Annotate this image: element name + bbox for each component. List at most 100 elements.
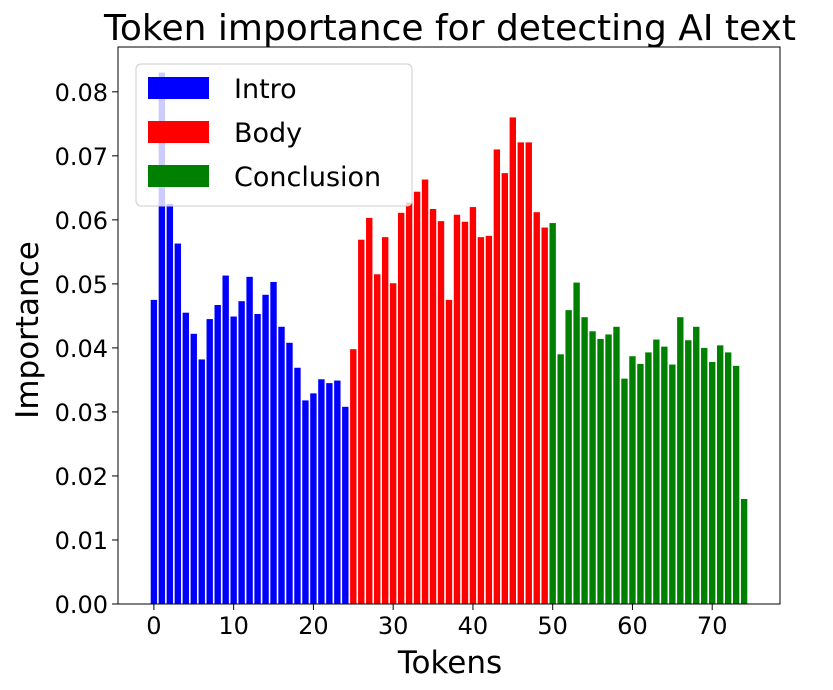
bar-body-27 — [366, 217, 373, 604]
y-tick-label: 0.03 — [55, 399, 108, 427]
x-tick-label: 40 — [458, 612, 489, 640]
bar-conclusion-56 — [597, 338, 604, 604]
bar-body-40 — [469, 207, 477, 604]
y-axis-label: Importance — [10, 241, 46, 419]
bar-conclusion-63 — [653, 339, 660, 604]
bar-intro-9 — [222, 275, 229, 604]
bar-body-38 — [453, 214, 461, 604]
bar-intro-16 — [278, 326, 285, 604]
bar-conclusion-64 — [661, 346, 668, 604]
bar-body-39 — [461, 221, 469, 604]
y-tick-label: 0.00 — [55, 591, 108, 619]
bar-conclusion-58 — [613, 326, 620, 604]
bar-body-41 — [477, 237, 485, 605]
legend-swatch-conclusion — [148, 165, 209, 187]
bar-body-36 — [437, 221, 445, 605]
legend-label-conclusion: Conclusion — [234, 162, 381, 193]
bar-body-44 — [501, 173, 509, 604]
bar-intro-24 — [342, 406, 349, 604]
bar-conclusion-65 — [669, 364, 676, 604]
x-tick-label: 50 — [537, 612, 568, 640]
bar-intro-13 — [254, 313, 261, 604]
bar-conclusion-59 — [621, 378, 628, 604]
bar-conclusion-54 — [581, 317, 588, 604]
plot-frame — [117, 46, 781, 605]
bar-intro-8 — [214, 305, 221, 604]
bar-intro-22 — [326, 383, 333, 604]
bar-intro-0 — [150, 299, 158, 604]
axes-group: 0 10 20 30 40 50 60 70 0.00 0.01 0.02 0.03 0.04 0.05 0… — [55, 46, 781, 640]
y-tick-label: 0.08 — [55, 79, 108, 107]
bar-intro-7 — [206, 319, 213, 604]
legend-label-body: Body — [234, 118, 302, 149]
bar-conclusion-62 — [645, 352, 652, 604]
bar-body-30 — [389, 283, 397, 604]
bar-intro-23 — [334, 380, 341, 604]
bar-conclusion-68 — [693, 326, 700, 604]
bar-conclusion-71 — [716, 345, 724, 604]
x-tick-label: 70 — [697, 612, 728, 640]
bar-body-47 — [525, 142, 532, 604]
bar-conclusion-66 — [677, 317, 684, 604]
y-tick-label: 0.02 — [55, 463, 108, 491]
y-tick-label: 0.04 — [55, 335, 108, 363]
bar-body-45 — [509, 117, 516, 604]
bar-body-34 — [421, 179, 429, 604]
bar-body-35 — [429, 208, 437, 605]
bar-conclusion-53 — [573, 282, 580, 604]
bar-body-43 — [493, 149, 501, 605]
x-tick-label: 10 — [218, 612, 249, 640]
bar-body-29 — [382, 237, 389, 605]
bar-body-26 — [358, 239, 365, 604]
legend-swatch-intro — [148, 77, 209, 99]
bar-intro-4 — [182, 312, 189, 604]
chart-title: Token importance for detecting AI text — [103, 8, 796, 49]
bar-conclusion-69 — [701, 347, 708, 604]
bar-conclusion-72 — [724, 352, 732, 604]
bar-intro-3 — [174, 243, 182, 604]
bar-intro-14 — [262, 294, 269, 604]
bar-body-46 — [517, 142, 524, 604]
bar-intro-12 — [246, 276, 253, 604]
bar-body-31 — [397, 212, 405, 605]
bar-intro-15 — [270, 281, 277, 604]
bars-group — [150, 72, 748, 605]
bar-intro-5 — [190, 333, 197, 604]
bar-body-32 — [405, 202, 413, 604]
bar-conclusion-52 — [565, 310, 572, 604]
bar-intro-6 — [198, 359, 205, 604]
bar-body-28 — [374, 274, 381, 604]
bar-conclusion-57 — [605, 334, 612, 604]
bar-intro-19 — [302, 400, 309, 604]
bar-conclusion-73 — [732, 365, 740, 604]
bar-intro-10 — [230, 316, 237, 604]
bar-body-49 — [541, 227, 548, 604]
x-axis-label: Tokens — [397, 645, 502, 681]
bar-conclusion-70 — [709, 361, 716, 604]
bar-intro-20 — [310, 393, 317, 604]
bar-intro-11 — [238, 301, 245, 604]
bar-body-33 — [413, 191, 421, 604]
bar-intro-21 — [318, 379, 325, 604]
bar-conclusion-55 — [589, 331, 596, 604]
bar-body-48 — [533, 212, 540, 604]
x-tick-label: 20 — [298, 612, 329, 640]
y-tick-label: 0.01 — [55, 527, 108, 555]
bar-intro-17 — [286, 342, 293, 604]
x-tick-label: 0 — [146, 612, 161, 640]
y-tick-label: 0.05 — [55, 271, 108, 299]
legend-swatch-body — [148, 121, 209, 143]
bar-conclusion-67 — [685, 340, 692, 604]
y-tick-label: 0.07 — [55, 143, 108, 171]
bar-conclusion-50 — [549, 223, 556, 604]
bar-body-42 — [485, 235, 493, 605]
bar-conclusion-74 — [740, 499, 748, 604]
x-tick-label: 60 — [617, 612, 648, 640]
legend: Intro Body Conclusion — [135, 63, 413, 207]
bar-intro-1 — [158, 72, 166, 604]
bar-body-25 — [350, 349, 357, 604]
bar-conclusion-60 — [629, 356, 636, 604]
x-tick-label: 30 — [378, 612, 409, 640]
bar-intro-2 — [166, 203, 174, 604]
bar-conclusion-51 — [557, 354, 564, 604]
